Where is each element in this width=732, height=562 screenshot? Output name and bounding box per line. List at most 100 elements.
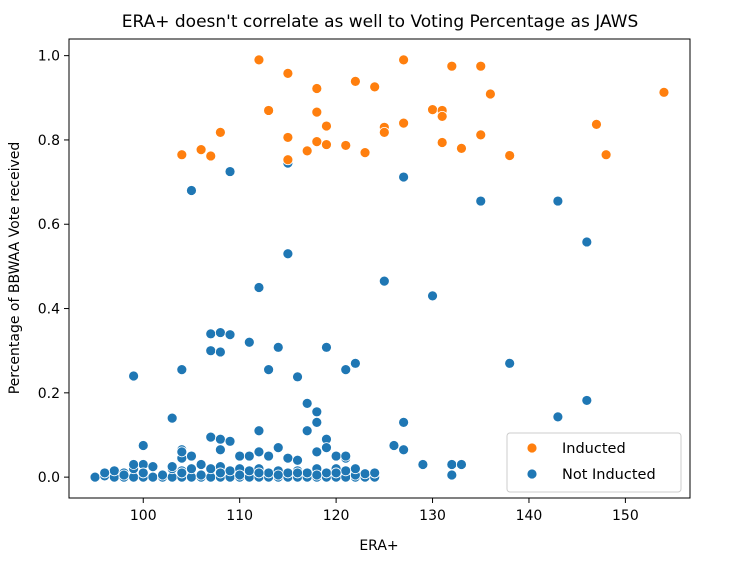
data-point-not-inducted xyxy=(321,341,332,353)
data-point-not-inducted xyxy=(224,435,236,447)
data-point-inducted xyxy=(359,147,371,158)
data-point-not-inducted xyxy=(340,450,352,462)
data-point-not-inducted xyxy=(301,467,313,479)
data-point-not-inducted xyxy=(243,465,255,477)
data-point-inducted xyxy=(214,126,226,138)
x-tick-label: 100 xyxy=(130,508,157,524)
data-point-not-inducted xyxy=(311,446,323,458)
data-point-not-inducted xyxy=(398,171,410,183)
data-point-not-inducted xyxy=(369,467,381,479)
data-points xyxy=(89,54,670,483)
data-point-not-inducted xyxy=(581,236,593,248)
data-point-inducted xyxy=(321,139,332,150)
data-point-inducted xyxy=(475,60,487,72)
data-point-inducted xyxy=(658,86,670,98)
data-point-not-inducted xyxy=(272,469,284,481)
data-point-inducted xyxy=(475,129,487,141)
data-point-not-inducted xyxy=(552,195,564,207)
data-point-not-inducted xyxy=(263,450,275,462)
data-point-inducted xyxy=(176,149,188,161)
data-point-inducted xyxy=(398,54,410,66)
data-point-inducted xyxy=(456,142,467,154)
data-point-not-inducted xyxy=(359,468,371,480)
data-point-inducted xyxy=(263,105,275,116)
data-point-inducted xyxy=(195,144,207,156)
x-tick-label: 120 xyxy=(323,508,350,524)
data-point-inducted xyxy=(369,81,381,93)
data-point-not-inducted xyxy=(301,425,313,437)
data-point-not-inducted xyxy=(398,444,410,456)
x-tick-label: 150 xyxy=(612,508,639,524)
data-point-not-inducted xyxy=(214,467,226,479)
data-point-inducted xyxy=(349,75,361,87)
data-point-not-inducted xyxy=(137,440,149,451)
data-point-not-inducted xyxy=(378,275,390,287)
data-point-not-inducted xyxy=(205,345,217,357)
data-point-not-inducted xyxy=(234,469,246,481)
legend-label-not-inducted: Not Inducted xyxy=(562,467,656,483)
data-point-not-inducted xyxy=(446,469,458,481)
data-point-inducted xyxy=(311,136,323,148)
data-point-not-inducted xyxy=(214,346,226,358)
data-point-not-inducted xyxy=(398,416,410,428)
data-point-not-inducted xyxy=(128,459,140,470)
data-point-not-inducted xyxy=(128,370,140,382)
data-point-not-inducted xyxy=(456,459,467,470)
data-point-not-inducted xyxy=(243,336,255,348)
data-point-not-inducted xyxy=(176,364,188,376)
data-point-not-inducted xyxy=(282,452,294,464)
data-point-inducted xyxy=(340,140,352,151)
data-point-not-inducted xyxy=(205,463,217,475)
data-point-inducted xyxy=(282,154,294,166)
data-point-inducted xyxy=(282,67,294,79)
legend: Inducted Not Inducted xyxy=(506,432,682,493)
data-point-not-inducted xyxy=(340,465,352,477)
data-point-inducted xyxy=(446,60,458,72)
x-tick-label: 130 xyxy=(419,508,446,524)
x-axis-label: ERA+ xyxy=(359,538,398,554)
data-point-inducted xyxy=(484,88,496,100)
data-point-not-inducted xyxy=(147,471,159,483)
data-point-not-inducted xyxy=(186,185,197,196)
data-point-inducted xyxy=(436,137,448,148)
data-point-not-inducted xyxy=(157,469,168,481)
data-point-not-inducted xyxy=(224,166,236,177)
data-point-inducted xyxy=(436,110,448,122)
data-point-not-inducted xyxy=(253,467,265,479)
data-point-inducted xyxy=(253,54,265,66)
data-point-not-inducted xyxy=(214,327,226,338)
data-point-inducted xyxy=(205,150,217,162)
y-tick-label: 1.0 xyxy=(38,49,60,65)
data-point-not-inducted xyxy=(99,467,111,479)
data-point-inducted xyxy=(321,120,332,132)
data-point-not-inducted xyxy=(446,459,458,470)
data-point-not-inducted xyxy=(311,406,323,418)
data-point-inducted xyxy=(600,149,612,161)
data-point-not-inducted xyxy=(292,467,303,479)
data-point-not-inducted xyxy=(292,371,303,383)
y-tick-label: 0.6 xyxy=(38,217,60,233)
legend-marker-inducted xyxy=(526,442,538,454)
data-point-not-inducted xyxy=(330,467,342,479)
data-point-inducted xyxy=(311,106,323,118)
data-point-not-inducted xyxy=(581,395,593,406)
data-point-not-inducted xyxy=(311,469,323,481)
data-point-not-inducted xyxy=(224,329,236,341)
data-point-inducted xyxy=(311,83,323,94)
data-point-not-inducted xyxy=(186,450,197,462)
data-point-not-inducted xyxy=(234,450,246,462)
data-point-not-inducted xyxy=(214,444,226,456)
y-axis-ticks: 0.0 0.2 0.4 0.6 0.8 1.0 xyxy=(38,49,69,486)
data-point-not-inducted xyxy=(205,328,217,340)
legend-box xyxy=(506,432,682,493)
data-point-inducted xyxy=(301,145,313,157)
data-point-inducted xyxy=(282,132,294,143)
data-point-inducted xyxy=(427,104,438,115)
data-point-not-inducted xyxy=(388,440,400,451)
data-point-not-inducted xyxy=(301,397,313,409)
data-point-not-inducted xyxy=(504,357,516,369)
data-point-not-inducted xyxy=(253,446,265,458)
data-point-not-inducted xyxy=(321,467,332,479)
data-point-inducted xyxy=(591,118,602,130)
